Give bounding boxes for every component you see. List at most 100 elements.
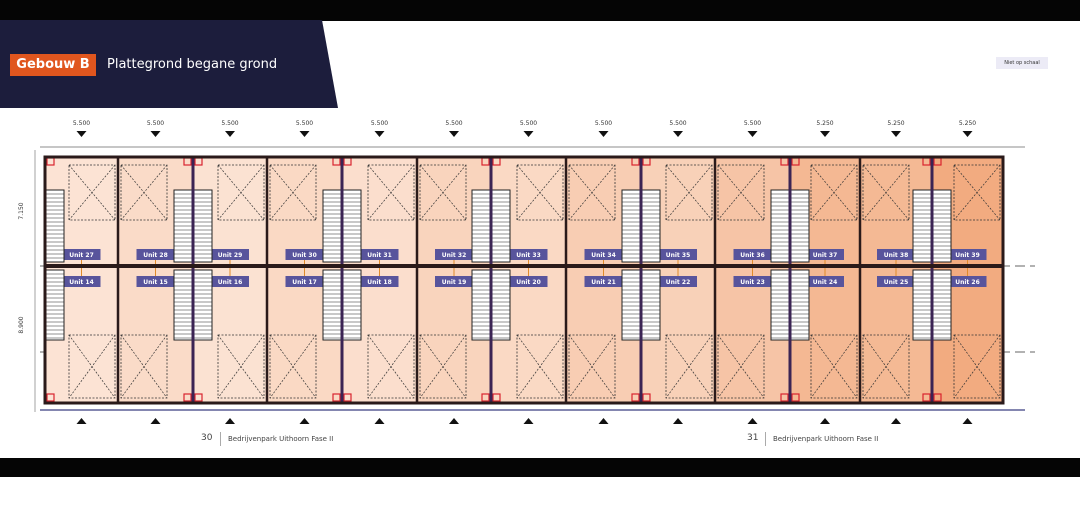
unit-label: Unit 19 bbox=[442, 279, 467, 286]
staircase bbox=[193, 269, 213, 341]
unit-label: Unit 37 bbox=[813, 252, 838, 259]
loading-door-zone bbox=[269, 334, 317, 399]
entrance-arrow-icon bbox=[449, 131, 459, 137]
entrance-arrow-icon bbox=[673, 418, 683, 424]
page-title: Plattegrond begane grond bbox=[107, 57, 278, 72]
entrance-arrow-icon bbox=[891, 131, 901, 137]
unit-label: Unit 33 bbox=[516, 252, 541, 259]
row-depth-label: 8.900 bbox=[18, 316, 25, 333]
unit-label-bg bbox=[360, 249, 399, 260]
unit-label: Unit 31 bbox=[367, 252, 392, 259]
entrance-arrow-icon bbox=[523, 418, 534, 424]
column-width-label: 5.500 bbox=[520, 120, 537, 127]
door-icon bbox=[780, 393, 789, 402]
loading-door-cross bbox=[665, 334, 713, 399]
column-width-label: 5.500 bbox=[147, 120, 164, 127]
loading-door-cross bbox=[516, 164, 564, 221]
entrance-arrow-icon bbox=[374, 418, 385, 424]
door-icon bbox=[332, 393, 341, 402]
building-badge: Gebouw B bbox=[10, 54, 96, 76]
loading-door-zone bbox=[717, 164, 765, 221]
door-icon bbox=[481, 393, 490, 402]
unit-label: Unit 18 bbox=[367, 279, 392, 286]
column-width-label: 5.500 bbox=[371, 120, 388, 127]
unit-label: Unit 38 bbox=[884, 252, 909, 259]
loading-door-zone bbox=[120, 334, 168, 399]
loading-door-zone bbox=[953, 334, 1001, 399]
door-icon bbox=[922, 393, 931, 402]
unit-label-bg bbox=[806, 249, 844, 260]
entrance-arrow-icon bbox=[673, 131, 683, 137]
footer-text-right: Bedrijvenpark Uithoorn Fase II bbox=[773, 435, 879, 443]
entrance-arrow-icon bbox=[820, 418, 830, 424]
loading-door-cross bbox=[862, 334, 910, 399]
unit-label: Unit 15 bbox=[143, 279, 168, 286]
entrance-arrow-icon bbox=[962, 418, 973, 424]
entrance-arrow-icon bbox=[150, 131, 161, 137]
door-icon bbox=[343, 393, 352, 402]
loading-door-cross bbox=[367, 164, 415, 221]
loading-door-cross bbox=[120, 164, 168, 221]
column-width-label: 5.500 bbox=[445, 120, 462, 127]
unit-label: Unit 34 bbox=[591, 252, 616, 259]
loading-door-zone bbox=[810, 164, 858, 221]
loading-door-zone bbox=[862, 334, 910, 399]
unit-label-bg bbox=[948, 276, 987, 287]
unit-label: Unit 22 bbox=[666, 279, 691, 286]
unit-label: Unit 26 bbox=[955, 279, 980, 286]
row-depth-label: 7.150 bbox=[18, 202, 25, 219]
unit-label: Unit 25 bbox=[884, 279, 909, 286]
loading-door-cross bbox=[217, 164, 265, 221]
entrance-arrow-icon bbox=[225, 131, 235, 137]
loading-door-zone bbox=[953, 164, 1001, 221]
unit-label-bg bbox=[285, 249, 324, 260]
loading-door-cross bbox=[568, 164, 616, 221]
loading-door-zone bbox=[217, 334, 265, 399]
loading-door-cross bbox=[568, 334, 616, 399]
entrance-arrow-icon bbox=[299, 131, 310, 137]
loading-door-cross bbox=[120, 334, 168, 399]
unit-label-bg bbox=[509, 249, 548, 260]
loading-door-zone bbox=[217, 164, 265, 221]
unit-label-bg bbox=[584, 276, 623, 287]
door-icon bbox=[642, 393, 651, 402]
staircase bbox=[491, 269, 511, 341]
column-width-label: 5.500 bbox=[221, 120, 238, 127]
column-width-label: 5.250 bbox=[959, 120, 976, 127]
loading-door-zone bbox=[862, 164, 910, 221]
loading-door-cross bbox=[717, 164, 765, 221]
loading-door-cross bbox=[419, 334, 467, 399]
entrance-arrow-icon bbox=[962, 131, 973, 137]
door-icon bbox=[933, 393, 942, 402]
staircase bbox=[322, 269, 342, 341]
unit-label-bg bbox=[211, 276, 249, 287]
door-icon bbox=[194, 393, 203, 402]
footer-divider bbox=[220, 432, 221, 446]
unit-label-bg bbox=[806, 276, 844, 287]
unit-label: Unit 27 bbox=[69, 252, 94, 259]
page-number-right: 31 bbox=[747, 433, 759, 443]
unit-label-bg bbox=[733, 249, 772, 260]
door-icon bbox=[791, 393, 800, 402]
staircase bbox=[641, 269, 661, 341]
unit-label: Unit 39 bbox=[955, 252, 980, 259]
unit-label: Unit 17 bbox=[292, 279, 317, 286]
entrance-arrow-icon bbox=[820, 131, 830, 137]
unit-label: Unit 36 bbox=[740, 252, 765, 259]
column-width-label: 5.500 bbox=[296, 120, 313, 127]
loading-door-cross bbox=[516, 334, 564, 399]
staircase bbox=[912, 269, 932, 341]
staircase bbox=[173, 269, 193, 341]
column-width-label: 5.250 bbox=[816, 120, 833, 127]
unit-label: Unit 28 bbox=[143, 252, 168, 259]
staircase bbox=[621, 269, 641, 341]
staircase bbox=[45, 269, 65, 341]
unit-label: Unit 30 bbox=[292, 252, 317, 259]
unit-label-bg bbox=[62, 276, 101, 287]
unit-label: Unit 20 bbox=[516, 279, 541, 286]
loading-door-cross bbox=[269, 334, 317, 399]
unit-label: Unit 23 bbox=[740, 279, 765, 286]
loading-door-cross bbox=[862, 164, 910, 221]
outer-wall bbox=[43, 155, 1005, 405]
